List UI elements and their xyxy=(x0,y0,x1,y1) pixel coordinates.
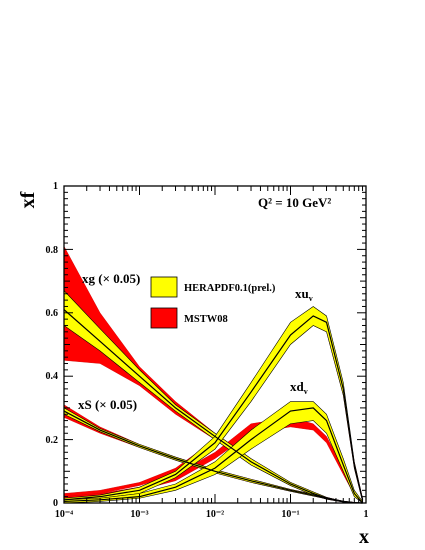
label-xg: xg (× 0.05) xyxy=(82,271,140,286)
label-xuv: xuv xyxy=(295,286,313,303)
x-tick-label-1e-4: 10⁻⁴ xyxy=(55,509,73,520)
x-tick-label-1e-1: 10⁻¹ xyxy=(281,509,299,520)
y-axis-title: xf xyxy=(17,191,39,208)
x-tick-label-1e-2: 10⁻² xyxy=(206,509,224,520)
y-tick-label-0: 0 xyxy=(53,498,58,509)
y-tick-label-0.2: 0.2 xyxy=(46,435,59,446)
x-axis-title: x xyxy=(359,526,369,548)
central-line-xu-v-herapdf0-1-prel xyxy=(63,315,364,501)
x-tick-label-1: 1 xyxy=(364,509,369,520)
legend-label-herapdf: HERAPDF0.1(prel.) xyxy=(184,283,276,294)
y-tick-label-0.6: 0.6 xyxy=(46,308,59,319)
legend-swatch-herapdf xyxy=(150,276,178,298)
chart-title: Q² = 10 GeV² xyxy=(258,195,331,210)
y-tick-label-0.4: 0.4 xyxy=(46,371,59,382)
y-tick-label-0.8: 0.8 xyxy=(46,245,59,256)
x-tick-label-1e-3: 10⁻³ xyxy=(130,509,148,520)
legend: HERAPDF0.1(prel.) MSTW08 xyxy=(150,276,276,329)
central-lines xyxy=(63,309,364,504)
central-line-xd-v-herapdf0-1-prel xyxy=(63,407,364,504)
legend-label-mstw08: MSTW08 xyxy=(184,314,228,325)
legend-swatch-mstw08 xyxy=(150,307,178,329)
central-line-xs-0-05-herapdf0-1-prel xyxy=(63,410,363,504)
label-xs: xS (× 0.05) xyxy=(78,397,137,412)
axis-ticks xyxy=(63,185,367,504)
label-xdv: xdv xyxy=(290,379,308,396)
y-tick-label-1: 1 xyxy=(53,181,58,192)
